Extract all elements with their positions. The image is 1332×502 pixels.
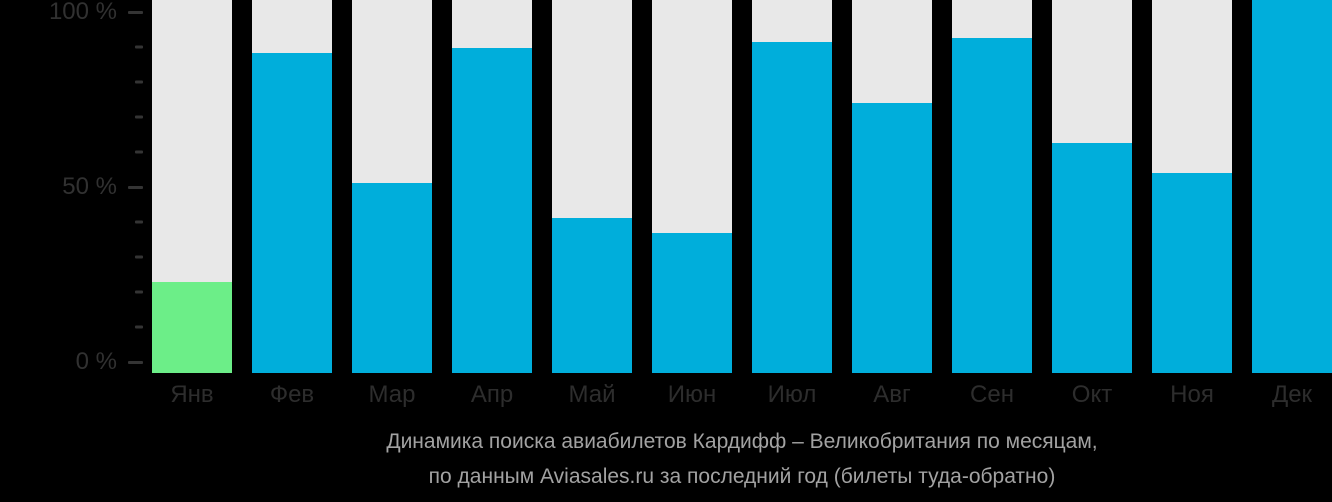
month-label-nov: Ноя	[1170, 381, 1214, 408]
bar-fill-mar	[352, 183, 432, 373]
month-label-oct: Окт	[1071, 381, 1113, 408]
y-axis: 100 % 50 % 0 %	[0, 0, 152, 376]
month-label-may: Май	[568, 381, 616, 408]
y-axis-minor-tick	[0, 220, 143, 224]
bar-column-dec	[1252, 0, 1332, 373]
month-label-jun: Июн	[667, 381, 717, 408]
month-label-feb: Фев	[269, 381, 315, 408]
y-axis-minor-tick	[0, 150, 143, 154]
bar-column-sep	[952, 0, 1032, 373]
bar-fill-jun	[652, 233, 732, 373]
tick-mark	[128, 10, 143, 14]
y-axis-minor-tick	[0, 325, 143, 329]
tick-mark	[135, 150, 143, 154]
bar-column-jan	[152, 0, 232, 373]
tick-mark	[128, 185, 143, 189]
bar-column-aug	[852, 0, 932, 373]
month-label-apr: Апр	[470, 381, 514, 408]
bar-fill-jan	[152, 282, 232, 373]
bar-column-feb	[252, 0, 332, 373]
bar-fill-sep	[952, 38, 1032, 373]
y-axis-minor-tick	[0, 290, 143, 294]
x-axis-labels: Янв Фев Мар Апр Май Июн Июл Авг Сен Окт Ноя Дек	[152, 381, 1332, 409]
chart-caption: Динамика поиска авиабилетов Кардифф – Ве…	[152, 424, 1332, 494]
bar-column-mar	[352, 0, 432, 373]
bar-fill-aug	[852, 102, 932, 373]
bar-fill-nov	[1152, 173, 1232, 373]
y-axis-minor-tick	[0, 80, 143, 84]
tick-mark	[135, 115, 143, 119]
y-axis-minor-tick	[0, 115, 143, 119]
bar-column-nov	[1152, 0, 1232, 373]
y-axis-tick-label: 50 %	[62, 173, 117, 200]
tick-mark	[128, 360, 143, 364]
y-axis-minor-tick	[0, 45, 143, 49]
bar-fill-feb	[252, 52, 332, 373]
bar-fill-may	[552, 217, 632, 373]
bar-column-oct	[1052, 0, 1132, 373]
tick-mark	[135, 45, 143, 49]
tick-mark	[135, 255, 143, 259]
y-axis-major-tick: 0 %	[0, 348, 143, 376]
bar-fill-oct	[1052, 142, 1132, 373]
y-axis-major-tick: 100 %	[0, 0, 143, 26]
chart-title: Динамика поиска авиабилетов Кардифф – Ве…	[386, 430, 1098, 453]
month-label-jul: Июл	[767, 381, 817, 408]
bar-fill-dec	[1252, 0, 1332, 373]
tick-mark	[135, 220, 143, 224]
y-axis-minor-tick	[0, 255, 143, 259]
y-axis-tick-label: 100 %	[48, 0, 117, 25]
chart-subtitle: по данным Aviasales.ru за последний год …	[428, 465, 1056, 488]
tick-mark	[135, 290, 143, 294]
tick-mark	[135, 325, 143, 329]
month-label-jan: Янв	[170, 381, 214, 408]
month-label-sep: Сен	[970, 381, 1014, 408]
tick-mark	[135, 80, 143, 84]
month-label-aug: Авг	[873, 381, 911, 408]
bar-column-may	[552, 0, 632, 373]
month-label-mar: Мар	[368, 381, 416, 408]
bar-fill-jul	[752, 42, 832, 373]
bar-column-apr	[452, 0, 532, 373]
bar-fill-apr	[452, 48, 532, 373]
month-label-dec: Дек	[1271, 381, 1313, 408]
bar-column-jul	[752, 0, 832, 373]
y-axis-major-tick: 50 %	[0, 173, 143, 201]
bar-column-jun	[652, 0, 732, 373]
y-axis-tick-label: 0 %	[75, 348, 117, 375]
bar-columns	[152, 0, 1332, 373]
